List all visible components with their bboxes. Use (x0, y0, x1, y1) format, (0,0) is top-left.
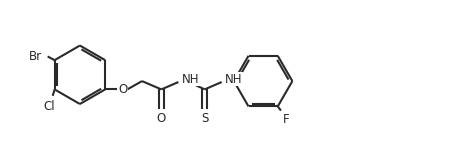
Text: NH: NH (225, 73, 243, 86)
Text: Cl: Cl (43, 100, 55, 112)
Text: Br: Br (29, 50, 41, 63)
Text: S: S (201, 112, 208, 125)
Text: NH: NH (182, 73, 199, 86)
Text: O: O (157, 112, 166, 125)
Text: F: F (283, 113, 290, 126)
Text: O: O (118, 83, 127, 96)
